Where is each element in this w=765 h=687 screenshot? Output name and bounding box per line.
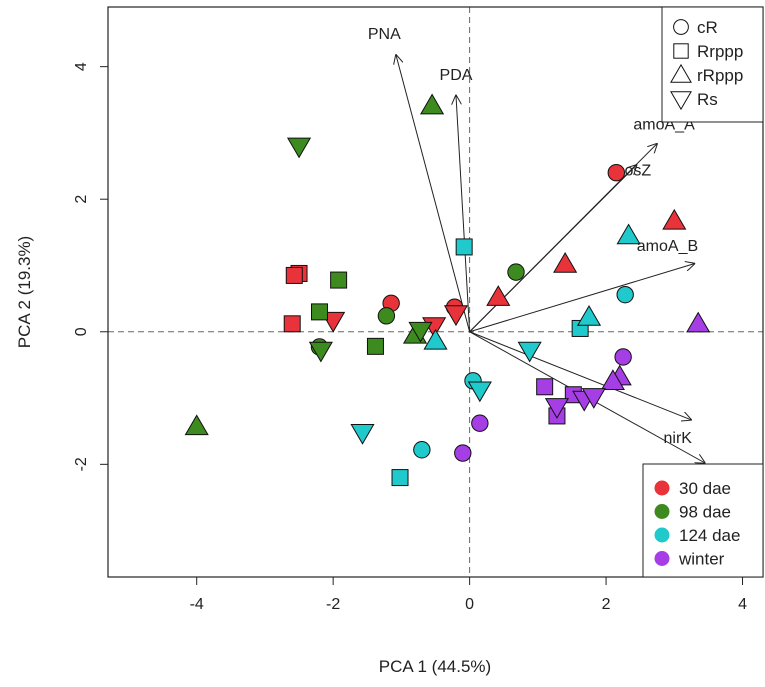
x-axis-label: PCA 1 (44.5%) xyxy=(379,657,491,676)
color-legend-label: 30 dae xyxy=(679,479,731,498)
shape-legend-box xyxy=(661,6,764,123)
y-tick-label: 2 xyxy=(73,195,90,204)
loading-arrow xyxy=(456,95,471,332)
shape-legend-label: rRppp xyxy=(697,66,743,85)
data-point xyxy=(517,341,542,363)
data-point xyxy=(455,238,473,256)
data-point xyxy=(420,93,445,115)
data-point xyxy=(308,341,333,363)
data-point xyxy=(408,321,433,343)
color-legend-swatch xyxy=(654,480,670,496)
data-point xyxy=(662,208,687,230)
data-points xyxy=(184,93,711,487)
data-point xyxy=(377,307,396,325)
reference-lines xyxy=(108,7,763,577)
shape-legend-symbol xyxy=(673,43,689,59)
color-legend-swatch xyxy=(654,527,670,543)
data-point xyxy=(454,444,472,462)
x-tick-label: 4 xyxy=(738,596,747,613)
shape-legend-label: Rs xyxy=(697,90,718,109)
color-legend-swatch xyxy=(654,504,670,519)
data-point xyxy=(184,414,209,436)
data-point xyxy=(536,378,554,396)
data-point xyxy=(350,423,375,445)
shape-legend-symbol xyxy=(670,63,692,83)
loading-arrow xyxy=(469,331,692,420)
loading-label: amoA_B xyxy=(637,238,698,255)
x-tick-label: -2 xyxy=(326,596,340,613)
loading-label: PDA xyxy=(440,67,473,84)
shape-legend-symbol xyxy=(673,19,689,35)
data-point xyxy=(283,315,301,333)
loading-arrow xyxy=(469,264,695,333)
data-point xyxy=(507,263,525,281)
loading-label: PNA xyxy=(368,26,401,43)
y-tick-label: -2 xyxy=(73,457,90,471)
x-tick-label: -4 xyxy=(190,596,204,613)
data-point xyxy=(330,271,348,289)
data-point xyxy=(486,285,511,306)
data-point xyxy=(600,369,625,391)
color-legend-label: 98 dae xyxy=(679,503,731,522)
data-point xyxy=(581,388,606,409)
color-legend-swatch xyxy=(654,551,670,566)
data-point xyxy=(614,348,632,366)
shape-legend-label: Rrppp xyxy=(697,42,743,61)
data-point xyxy=(471,414,489,432)
loading-label: nirK xyxy=(663,430,692,447)
data-point xyxy=(286,137,312,159)
y-tick-label: 4 xyxy=(73,62,90,71)
data-point xyxy=(423,328,448,350)
plot-frame xyxy=(107,6,764,578)
data-point xyxy=(391,469,409,487)
color-legend: 30 dae 98 dae 124 dae winter xyxy=(642,463,764,578)
data-point xyxy=(686,311,711,333)
data-point xyxy=(616,285,634,304)
data-point xyxy=(616,223,641,245)
axes: -4 -2 0 2 4 -2 0 2 4 xyxy=(73,62,747,613)
y-tick-label: 0 xyxy=(73,327,90,336)
y-axis-label: PCA 2 (19.3%) xyxy=(15,236,34,348)
data-point xyxy=(553,251,578,273)
loading-arrow xyxy=(396,55,471,332)
data-point xyxy=(576,304,602,326)
shape-legend-symbol xyxy=(670,91,692,111)
data-point xyxy=(285,266,303,284)
data-point xyxy=(544,398,570,419)
data-point xyxy=(366,337,384,355)
data-point xyxy=(467,381,492,403)
data-point xyxy=(607,163,626,182)
shape-legend-label: cR xyxy=(697,18,718,37)
color-legend-label: winter xyxy=(678,550,725,569)
data-point xyxy=(413,441,431,459)
data-point xyxy=(311,303,329,321)
x-tick-label: 0 xyxy=(465,596,474,613)
data-point xyxy=(443,305,469,327)
color-legend-label: 124 dae xyxy=(679,526,740,545)
x-tick-label: 2 xyxy=(602,596,611,613)
shape-legend: cR Rrppp rRppp Rs xyxy=(661,6,764,123)
